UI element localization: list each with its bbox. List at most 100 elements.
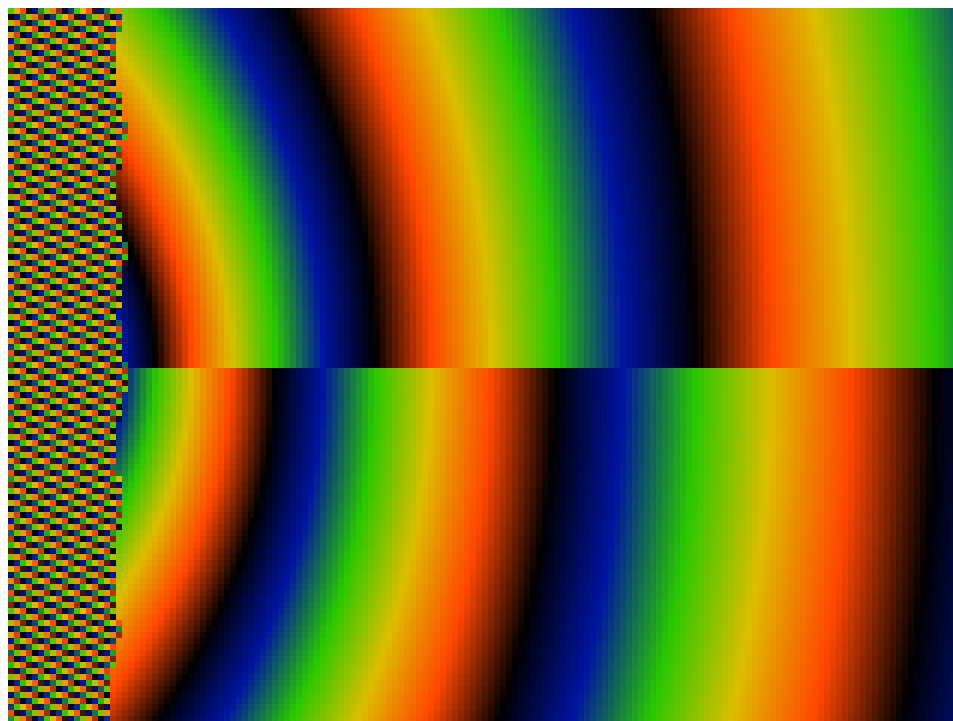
pixel-cell <box>254 32 260 38</box>
pixel-cell <box>932 92 938 98</box>
pixel-cell <box>446 122 452 128</box>
pixel-cell <box>284 164 290 170</box>
pixel-cell <box>818 116 824 122</box>
pixel-cell <box>596 116 602 122</box>
pixel-cell <box>266 14 272 20</box>
pixel-cell <box>530 8 536 14</box>
pixel-cell <box>524 20 530 26</box>
pixel-cell <box>68 152 74 158</box>
pixel-cell <box>512 104 518 110</box>
pixel-cell <box>572 110 578 116</box>
pixel-cell <box>158 152 164 158</box>
pixel-cell <box>32 26 38 32</box>
pixel-cell <box>470 56 476 62</box>
pixel-cell <box>320 14 326 20</box>
pixel-cell <box>236 14 242 20</box>
pixel-cell <box>386 38 392 44</box>
pixel-cell <box>92 146 98 152</box>
pixel-cell <box>602 98 608 104</box>
pixel-cell <box>482 20 488 26</box>
pixel-cell <box>638 62 644 68</box>
pixel-cell <box>944 110 950 116</box>
pixel-cell <box>680 182 686 188</box>
pixel-cell <box>350 104 356 110</box>
pixel-cell <box>128 86 134 92</box>
pixel-cell <box>8 182 14 188</box>
pixel-cell <box>338 140 344 146</box>
pixel-cell <box>62 68 68 74</box>
pixel-cell <box>170 26 176 32</box>
pixel-cell <box>158 134 164 140</box>
pixel-cell <box>692 62 698 68</box>
pixel-cell <box>212 158 218 164</box>
pixel-cell <box>782 182 788 188</box>
pixel-cell <box>566 50 572 56</box>
pixel-cell <box>392 122 398 128</box>
pixel-cell <box>518 110 524 116</box>
pixel-cell <box>746 62 752 68</box>
pixel-cell <box>422 176 428 182</box>
pixel-cell <box>722 158 728 164</box>
pixel-cell <box>410 92 416 98</box>
pixel-cell <box>38 86 44 92</box>
pixel-cell <box>722 8 728 14</box>
pixel-cell <box>320 128 326 134</box>
pixel-cell <box>302 188 308 194</box>
pixel-cell <box>896 134 902 140</box>
pixel-cell <box>386 104 392 110</box>
pixel-cell <box>590 14 596 20</box>
pixel-cell <box>164 86 170 92</box>
pixel-cell <box>296 62 302 68</box>
pixel-cell <box>578 158 584 164</box>
pixel-cell <box>182 32 188 38</box>
pixel-cell <box>278 116 284 122</box>
pixel-cell <box>770 188 776 194</box>
pixel-cell <box>344 56 350 62</box>
pixel-cell <box>596 62 602 68</box>
pixel-cell <box>512 62 518 68</box>
pixel-cell <box>530 86 536 92</box>
pixel-cell <box>560 104 566 110</box>
pixel-cell <box>584 38 590 44</box>
pixel-cell <box>428 62 434 68</box>
pixel-cell <box>488 50 494 56</box>
pixel-cell <box>866 8 872 14</box>
pixel-cell <box>794 62 800 68</box>
pixel-cell <box>74 152 80 158</box>
pixel-cell <box>230 50 236 56</box>
pixel-cell <box>620 158 626 164</box>
pixel-cell <box>620 56 626 62</box>
pixel-cell <box>248 38 254 44</box>
pixel-cell <box>740 152 746 158</box>
pixel-cell <box>248 98 254 104</box>
pixel-cell <box>746 68 752 74</box>
pixel-cell <box>410 38 416 44</box>
pixel-cell <box>248 14 254 20</box>
pixel-cell <box>284 32 290 38</box>
pixel-cell <box>38 158 44 164</box>
pixel-cell <box>26 26 32 32</box>
pixel-cell <box>896 50 902 56</box>
pixel-cell <box>560 110 566 116</box>
pixel-cell <box>86 20 92 26</box>
pixel-cell <box>734 140 740 146</box>
pixel-cell <box>122 194 128 200</box>
pixel-cell <box>308 176 314 182</box>
pixel-cell <box>842 182 848 188</box>
pixel-cell <box>734 128 740 134</box>
pixel-cell <box>338 164 344 170</box>
pixel-cell <box>560 20 566 26</box>
pixel-cell <box>836 128 842 134</box>
pixel-cell <box>56 32 62 38</box>
pixel-cell <box>224 146 230 152</box>
pixel-cell <box>80 170 86 176</box>
pixel-cell <box>380 26 386 32</box>
pixel-cell <box>818 50 824 56</box>
pixel-cell <box>788 134 794 140</box>
pixel-cell <box>20 14 26 20</box>
pixel-cell <box>86 164 92 170</box>
pixel-cell <box>218 50 224 56</box>
pixel-cell <box>770 116 776 122</box>
pixel-cell <box>434 122 440 128</box>
pixel-cell <box>68 176 74 182</box>
